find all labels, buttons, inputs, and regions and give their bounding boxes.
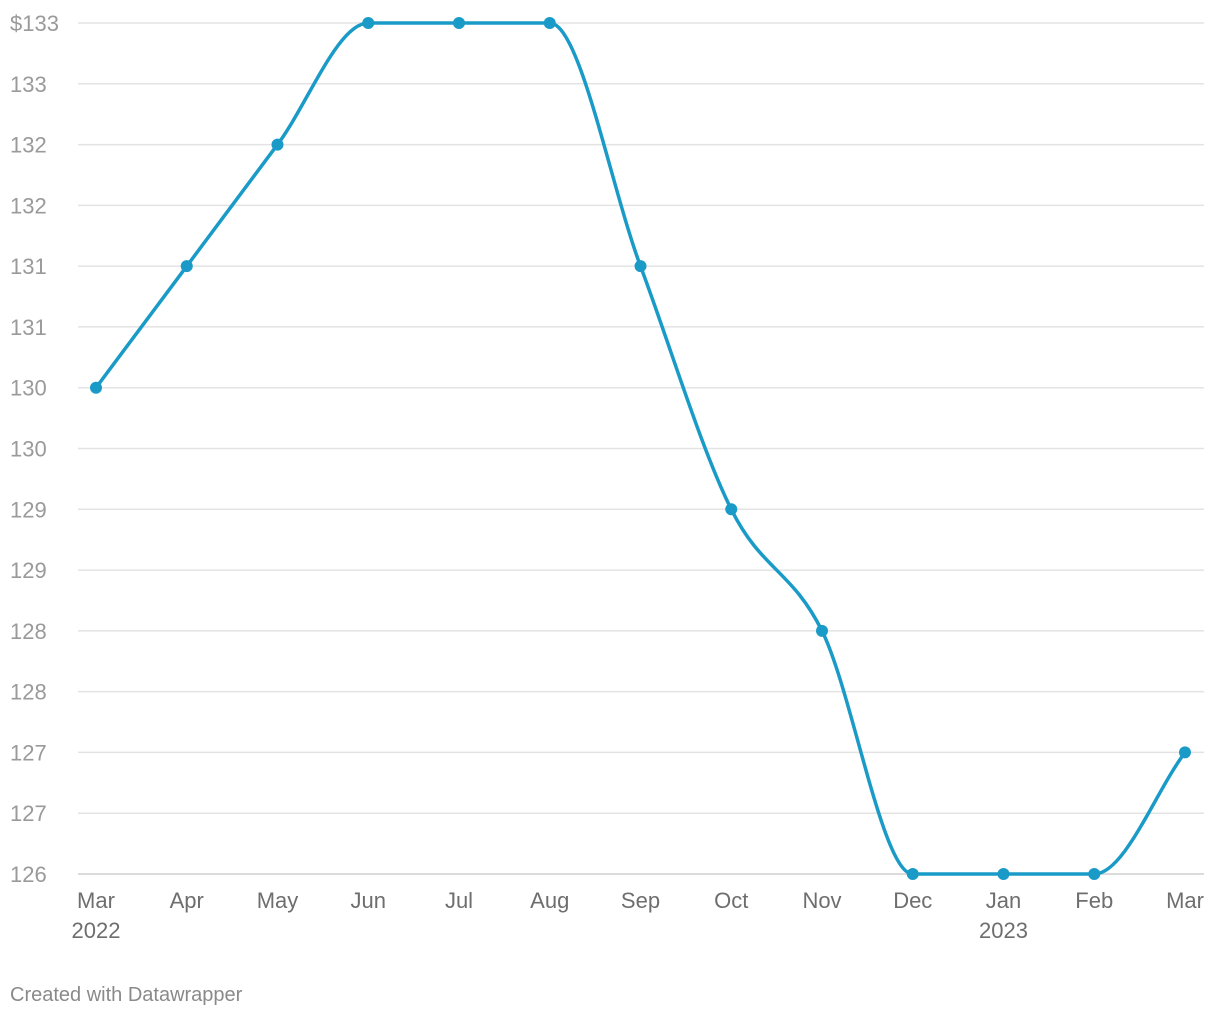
- x-tick-label: Mar: [77, 888, 115, 913]
- data-point: [543, 17, 556, 29]
- y-tick-label: 132: [10, 193, 47, 218]
- y-tick-label: 130: [10, 437, 47, 462]
- gridlines: [78, 22, 1204, 875]
- x-tick-label: May: [257, 888, 299, 913]
- x-year-label: 2022: [72, 918, 121, 943]
- y-tick-label: 128: [10, 680, 47, 705]
- data-point: [180, 260, 193, 273]
- y-tick-label: 127: [10, 801, 47, 826]
- x-year-label: 2023: [979, 918, 1028, 943]
- data-points: [90, 17, 1191, 880]
- x-tick-label: Apr: [170, 888, 204, 913]
- y-axis-tick-labels: $133 133 132 132 131 131 130 130 129 129 128 128 127…: [10, 11, 59, 887]
- data-point: [1088, 868, 1101, 880]
- x-axis-tick-labels: Mar Apr May Jun Jul Aug Sep Oct Nov Dec Jan Feb Mar 2…: [72, 888, 1204, 943]
- y-tick-label: 131: [10, 315, 47, 340]
- x-tick-label: Aug: [530, 888, 569, 913]
- x-tick-label: Jun: [351, 888, 386, 913]
- line-chart: $133 133 132 132 131 131 130 130 129 129 128 128 127…: [10, 11, 1204, 943]
- data-point: [816, 624, 828, 637]
- data-point: [1179, 746, 1191, 759]
- data-point: [725, 503, 738, 516]
- y-tick-label: 129: [10, 497, 47, 522]
- y-tick-label: 133: [10, 72, 47, 97]
- y-tick-label: $133: [10, 11, 59, 36]
- y-tick-label: 132: [10, 133, 47, 158]
- y-tick-label: 126: [10, 862, 47, 887]
- data-point: [362, 17, 375, 29]
- data-point: [90, 381, 102, 394]
- data-point: [634, 260, 647, 273]
- y-tick-label: 131: [10, 254, 47, 279]
- x-tick-label: Dec: [893, 888, 932, 913]
- x-tick-label: Mar: [1166, 888, 1204, 913]
- x-tick-label: Feb: [1075, 888, 1113, 913]
- x-tick-label: Sep: [621, 888, 660, 913]
- data-point: [271, 138, 284, 151]
- credit-footer: Created with Datawrapper: [10, 984, 243, 1006]
- data-point: [997, 868, 1010, 880]
- x-tick-label: Jan: [986, 888, 1021, 913]
- y-tick-label: 127: [10, 740, 47, 765]
- y-tick-label: 129: [10, 558, 47, 583]
- x-tick-label: Oct: [714, 888, 748, 913]
- data-point: [906, 868, 919, 880]
- data-point: [453, 17, 465, 29]
- y-tick-label: 130: [10, 376, 47, 401]
- x-tick-label: Jul: [445, 888, 473, 913]
- x-tick-label: Nov: [802, 888, 841, 913]
- y-tick-label: 128: [10, 619, 47, 644]
